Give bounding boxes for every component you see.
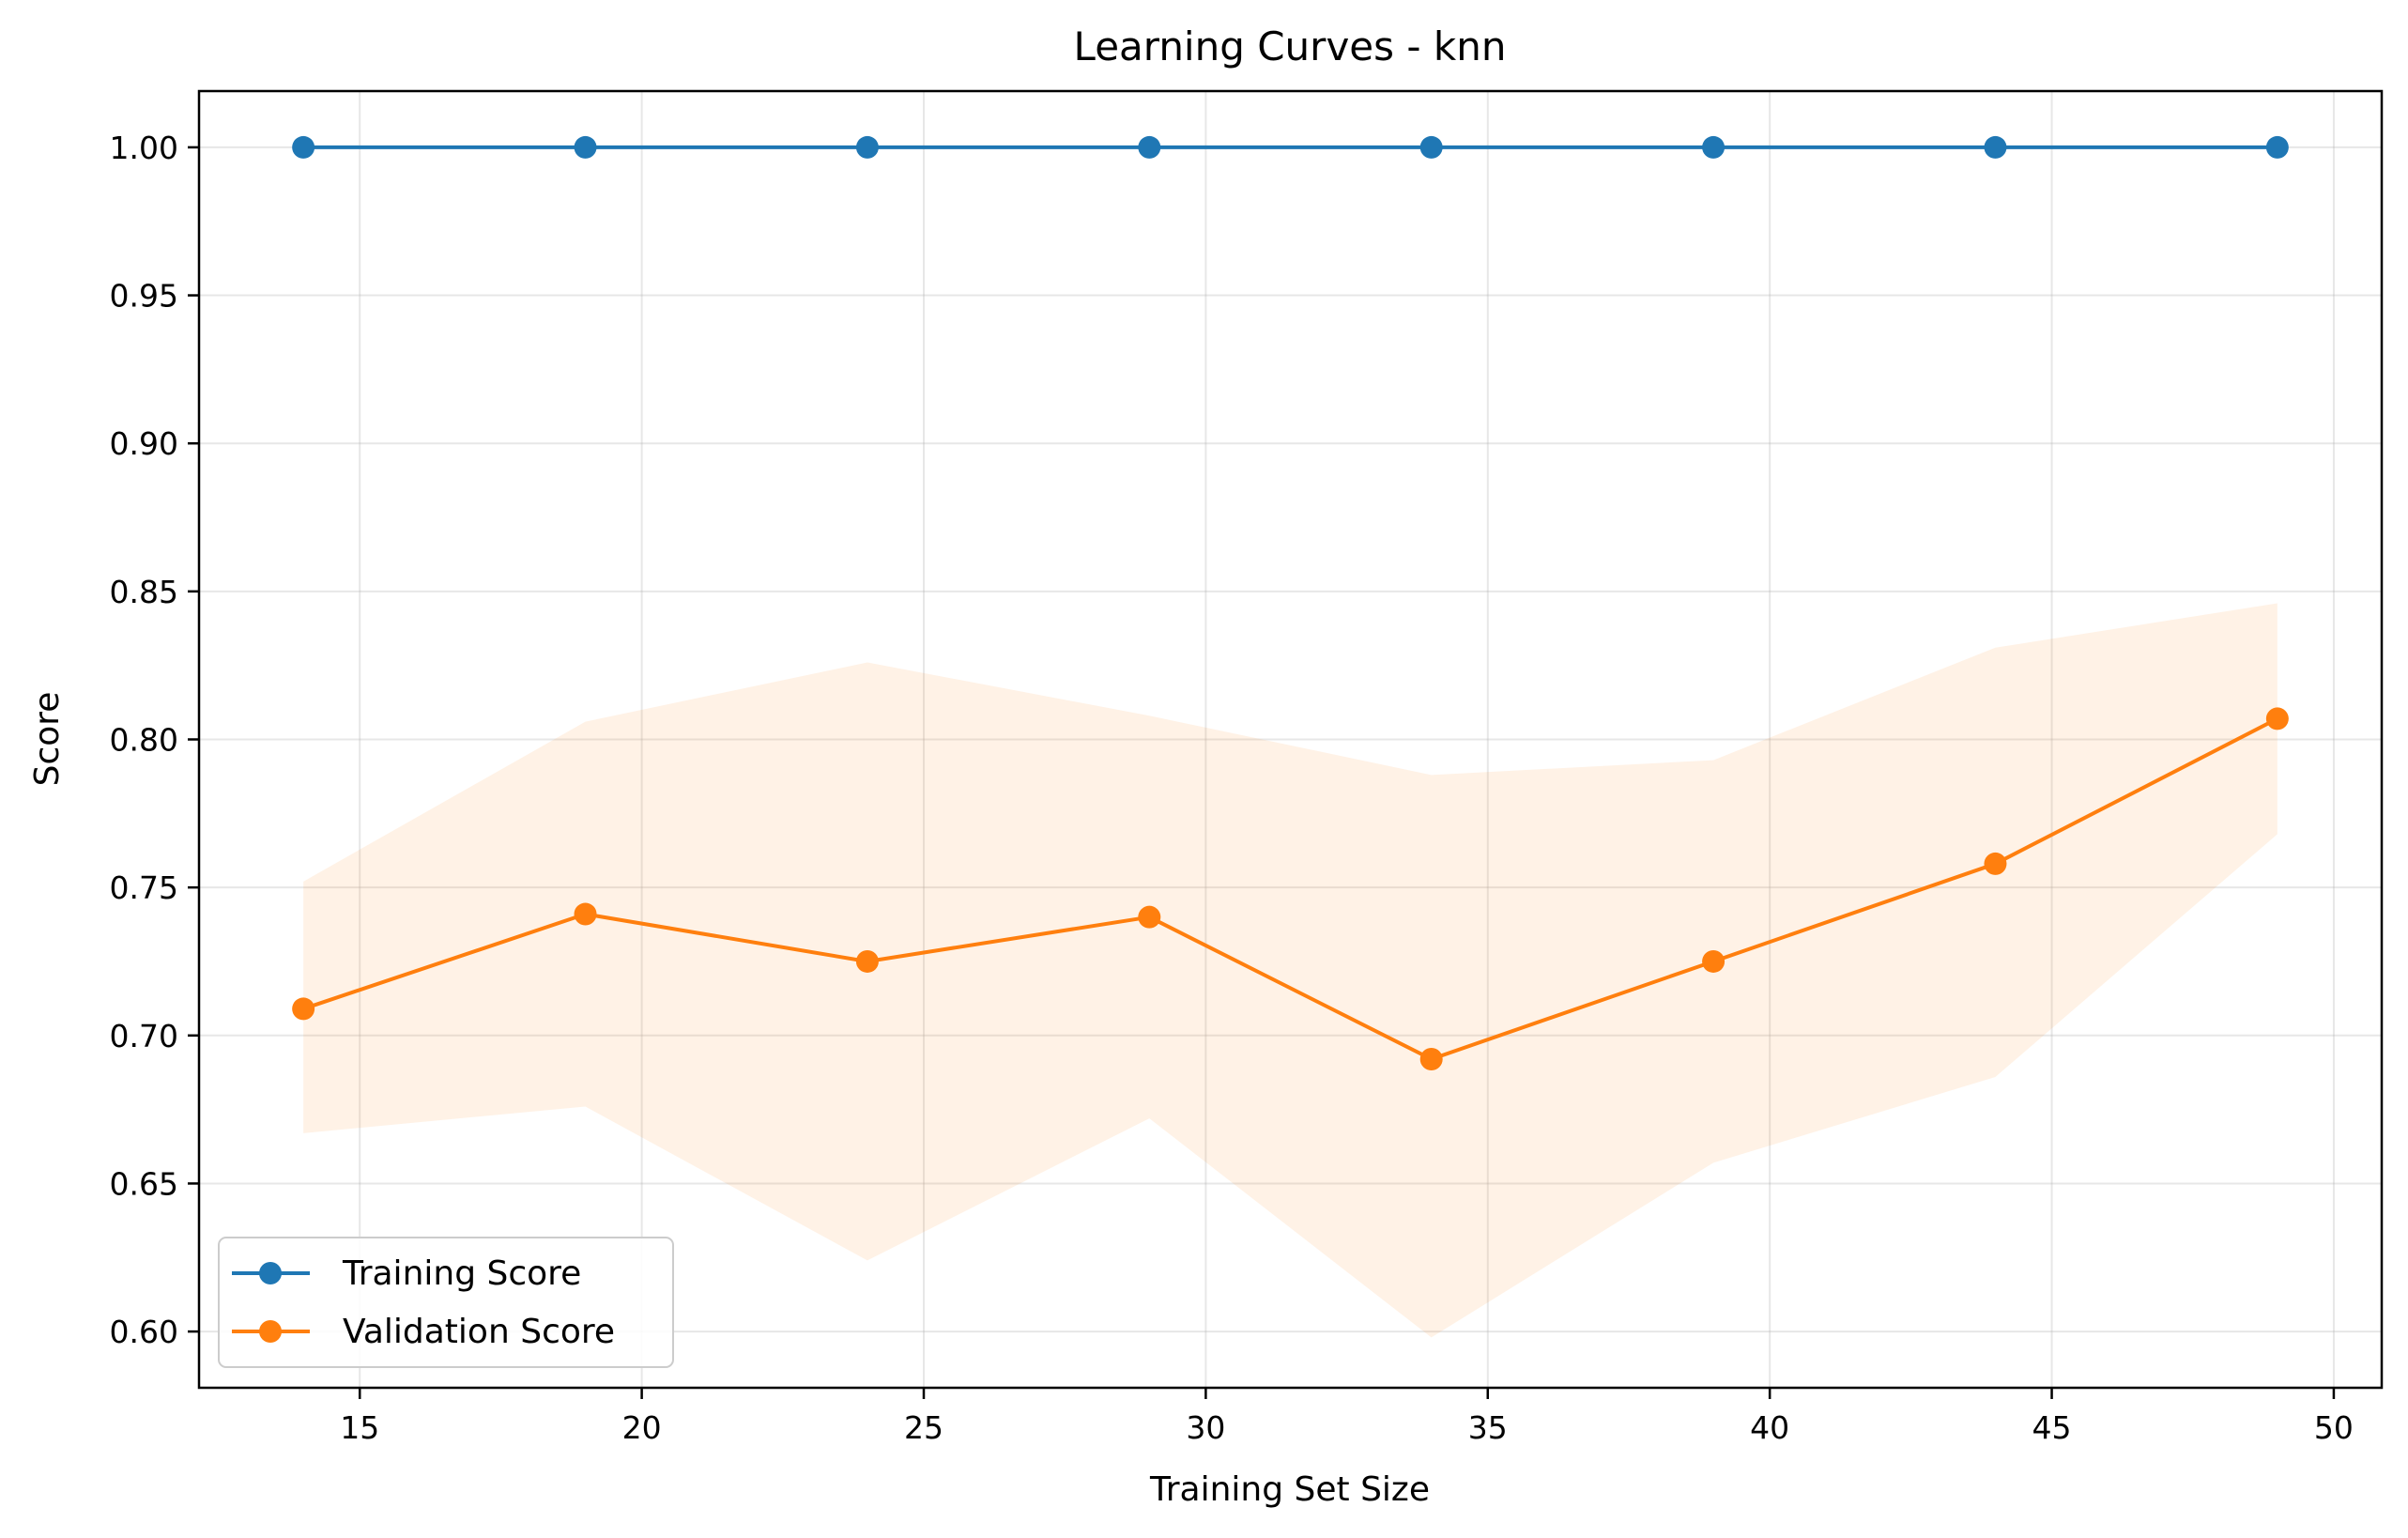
x-axis-ticks: 15 20 25 30 35 40 45 50 <box>340 1388 2354 1446</box>
validation-score-line <box>302 716 2278 1062</box>
confidence-bands <box>303 603 2278 1338</box>
x-axis-label: Training Set Size <box>1149 1470 1430 1509</box>
training-score-point <box>1419 135 1443 159</box>
x-tick-label: 20 <box>622 1409 662 1446</box>
validation-score-point <box>855 949 879 973</box>
y-tick-label: 0.65 <box>110 1165 178 1202</box>
y-tick-label: 0.95 <box>110 278 178 315</box>
validation-score-point <box>574 902 597 926</box>
validation-score-point <box>1138 905 1161 929</box>
legend-box <box>218 1237 674 1368</box>
y-axis-ticks: 0.60 0.65 0.70 0.75 0.80 0.85 0.90 0.95 1.00 <box>110 130 199 1350</box>
y-tick-label: 0.70 <box>110 1018 178 1054</box>
x-tick-label: 30 <box>1186 1409 1225 1446</box>
training-score-point <box>292 135 315 159</box>
validation-score-point <box>292 997 315 1021</box>
y-tick-label: 1.00 <box>110 130 178 166</box>
legend-marker-validation <box>259 1320 282 1343</box>
validation-score-point <box>2265 707 2289 731</box>
training-score-point <box>1984 135 2007 159</box>
series-markers <box>292 135 2289 1071</box>
series-lines <box>302 145 2278 1062</box>
y-tick-label: 0.90 <box>110 425 178 462</box>
y-tick-label: 0.80 <box>110 722 178 759</box>
x-tick-label: 45 <box>2032 1409 2072 1446</box>
y-tick-label: 0.60 <box>110 1314 178 1350</box>
y-axis-label: Score <box>28 692 67 787</box>
legend-label-validation: Validation Score <box>343 1313 615 1351</box>
validation-score-point <box>1984 852 2007 875</box>
legend: Training Score Validation Score <box>218 1237 674 1368</box>
y-tick-label: 0.85 <box>110 574 178 610</box>
x-tick-label: 40 <box>1750 1409 1789 1446</box>
training-score-point <box>1702 135 1725 159</box>
validation-score-point <box>1702 949 1725 973</box>
training-score-point <box>855 135 879 159</box>
x-tick-label: 35 <box>1468 1409 1508 1446</box>
x-tick-label: 15 <box>340 1409 379 1446</box>
chart-title: Learning Curves - knn <box>1074 23 1507 69</box>
legend-label-training: Training Score <box>342 1254 581 1293</box>
y-tick-label: 0.75 <box>110 869 178 906</box>
training-score-point <box>2265 135 2289 159</box>
x-tick-label: 25 <box>904 1409 943 1446</box>
x-tick-label: 50 <box>2314 1409 2354 1446</box>
training-score-point <box>574 135 597 159</box>
legend-marker-training <box>259 1262 282 1284</box>
validation-score-band <box>303 603 2278 1338</box>
validation-score-point <box>1419 1048 1443 1071</box>
training-score-point <box>1138 135 1161 159</box>
